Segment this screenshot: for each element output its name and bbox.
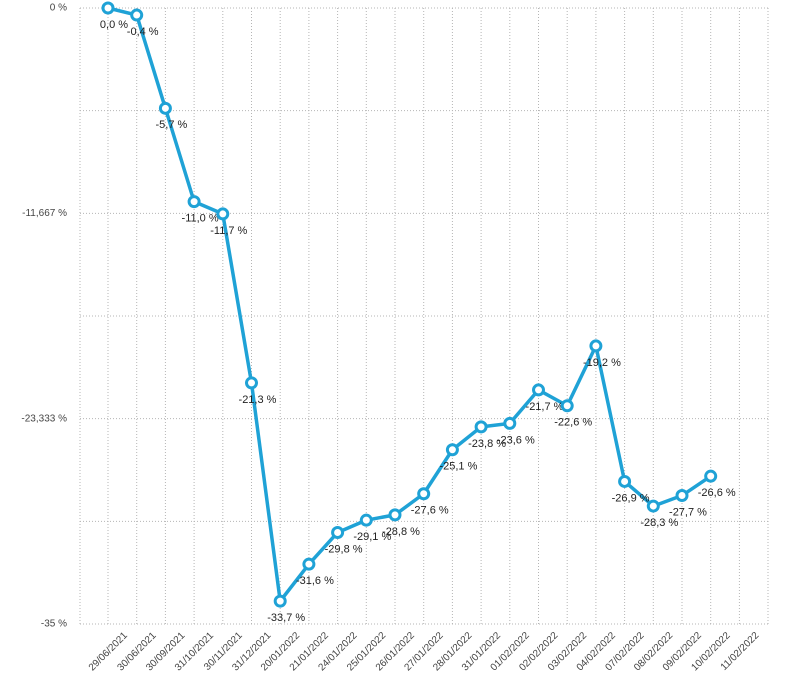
point [589, 339, 603, 353]
point [302, 557, 316, 571]
data-label: 0,0 % [100, 19, 128, 31]
point [417, 487, 431, 501]
point [359, 513, 373, 527]
data-label: -28,8 % [382, 526, 420, 538]
point [503, 416, 517, 430]
point [101, 1, 115, 15]
data-label: -21,3 % [239, 394, 277, 406]
point [618, 474, 632, 488]
point [445, 443, 459, 457]
data-label: -0,4 % [127, 26, 159, 38]
data-label: -22,6 % [554, 417, 592, 429]
point [158, 101, 172, 115]
point [130, 8, 144, 22]
data-label: -26,6 % [698, 487, 736, 499]
point [245, 376, 258, 390]
data-label: -25,1 % [439, 461, 477, 473]
y-tick-label: -11,667 % [22, 208, 67, 219]
data-label: -31,6 % [296, 575, 334, 587]
point [388, 508, 402, 522]
data-label: -23,8 % [468, 438, 506, 450]
point [187, 195, 201, 209]
data-label: -27,7 % [669, 506, 707, 518]
y-tick-label: 0 % [50, 3, 67, 14]
data-label: -28,3 % [640, 517, 678, 529]
point [331, 525, 345, 539]
data-label: -5,7 % [156, 119, 188, 131]
data-label: -26,9 % [612, 492, 650, 504]
data-label: -19,2 % [583, 357, 621, 369]
data-label: -11,0 % [182, 213, 219, 225]
point [532, 383, 545, 397]
line [107, 6, 712, 603]
y-tick-label: -23,333 % [21, 413, 67, 424]
point [474, 420, 488, 434]
point [560, 399, 574, 413]
point [646, 499, 660, 513]
point [675, 489, 689, 503]
data-label: -23,6 % [497, 434, 535, 446]
data-label: -11,7 % [210, 225, 247, 237]
point [273, 594, 287, 608]
data-label: -29,1 % [353, 531, 391, 543]
data-label: -29,8 % [325, 543, 363, 555]
data-label: -21,7 % [526, 401, 564, 413]
point [216, 207, 230, 221]
y-tick-label: -35 % [41, 619, 67, 630]
data-label: -27,6 % [411, 505, 449, 517]
data-label: -33,7 % [267, 612, 305, 624]
point [704, 469, 718, 483]
